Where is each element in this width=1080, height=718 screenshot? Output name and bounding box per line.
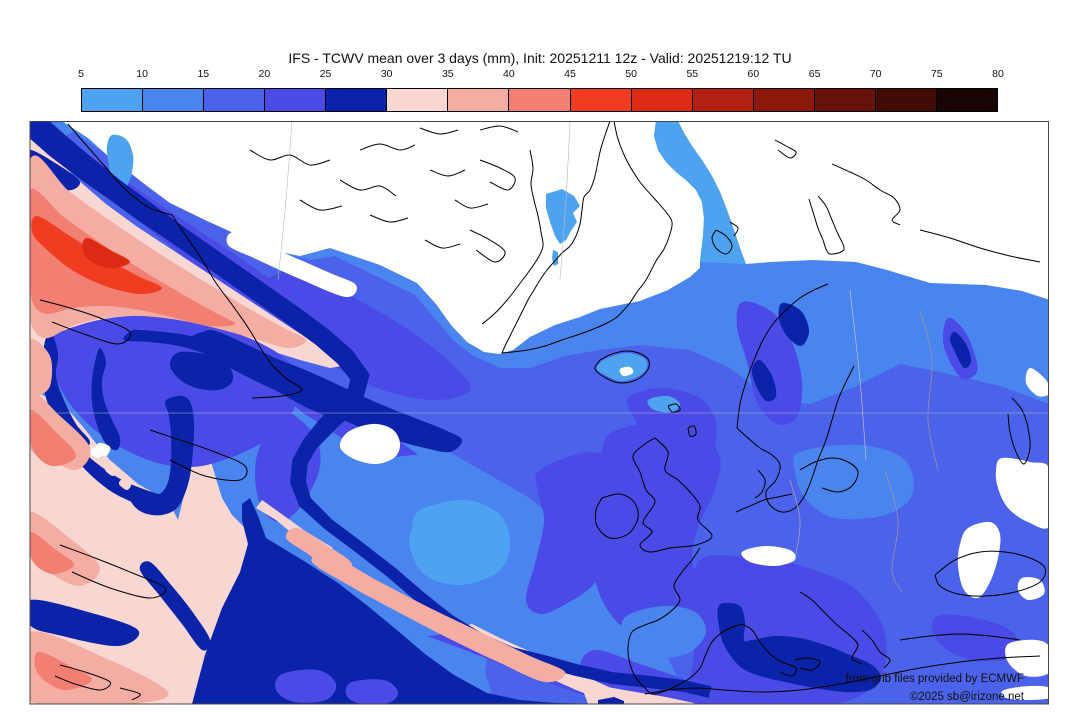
svg-text:©2025 sb@irizone.net: ©2025 sb@irizone.net [910,691,1025,703]
svg-text:from grib files provided by EC: from grib files provided by ECMWF [846,673,1024,685]
